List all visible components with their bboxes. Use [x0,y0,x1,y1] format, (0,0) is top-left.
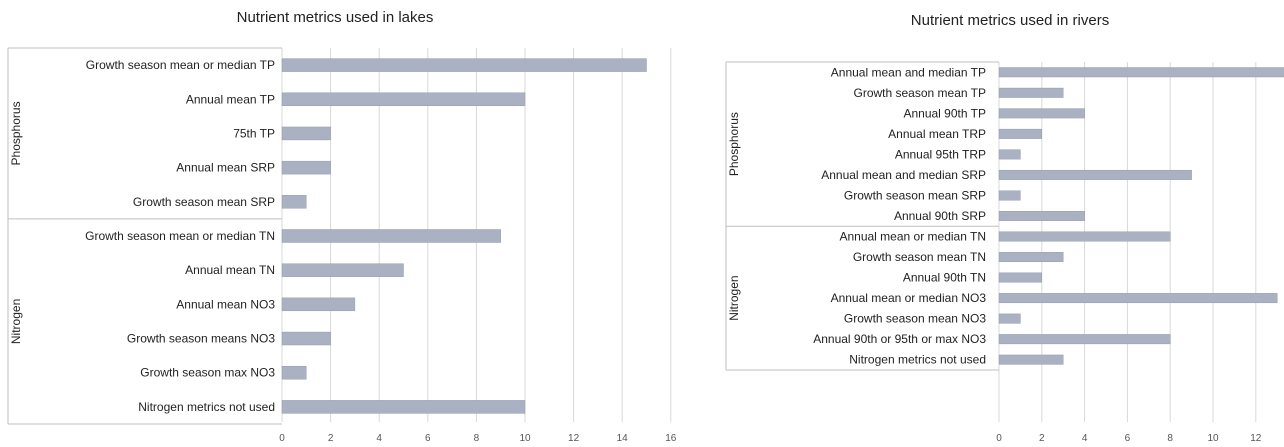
category-label: Growth season mean or median TP [86,58,275,72]
bar [281,160,331,175]
bar [281,229,501,243]
category-label: Annual mean or median TN [839,230,986,244]
x-tick-label: 8 [1167,433,1173,444]
group-label: Phosphorus [727,112,741,176]
bar [998,108,1085,119]
category-label: Nitrogen metrics not used [849,353,986,367]
category-label: Growth season max NO3 [140,366,275,380]
x-tick-label: 4 [1082,433,1088,444]
x-tick-label: 6 [425,433,431,444]
chart-title: Nutrient metrics used in lakes [237,9,434,26]
category-label: Annual 90th SRP [894,209,986,223]
x-tick-label: 14 [617,433,629,444]
x-tick-label: 16 [665,433,677,444]
bar [998,252,1064,262]
category-label: Annual 90th or 95th or max NO3 [813,332,986,346]
bar [998,334,1171,345]
bar [281,366,307,380]
x-tick-label: 0 [996,433,1002,444]
bar [281,126,331,141]
category-label: Annual 95th TRP [895,147,986,161]
category-label: Growth season means NO3 [127,332,275,346]
bar [281,195,307,209]
bar [998,149,1021,160]
group-label: Nitrogen [727,275,741,320]
x-tick-label: 6 [1125,433,1131,444]
category-label: Annual mean NO3 [176,297,275,311]
bar [281,263,404,277]
x-tick-label: 10 [1207,433,1219,444]
group-label: Nitrogen [9,299,23,344]
category-label: Growth season mean TN [853,250,986,264]
x-tick-label: 2 [328,433,334,444]
category-label: Growth season mean SRP [844,188,986,202]
x-tick-label: 2 [1039,433,1045,444]
x-tick-label: 12 [1250,433,1262,444]
bar [998,272,1042,283]
rivers-chart: Nutrient metrics used in rivers Annual m… [725,12,1284,444]
category-label: Annual 90th TP [903,106,986,120]
category-label: Growth season mean TP [853,86,986,100]
x-tick-label: 4 [376,433,382,444]
category-label: Annual mean or median NO3 [831,291,987,305]
category-label: Nitrogen metrics not used [138,400,275,414]
bar [281,92,526,106]
category-label: Growth season mean or median TN [85,229,275,243]
category-label: Annual mean TRP [888,127,986,141]
bar [281,331,331,346]
bar [998,313,1021,324]
x-tick-label: 10 [519,433,531,444]
category-label: 75th TP [233,126,275,140]
bar [998,169,1192,180]
bar [998,67,1284,78]
category-label: Annual mean TN [185,263,275,277]
category-label: Annual mean and median SRP [821,168,986,182]
bar [281,297,356,312]
x-tick-label: 12 [568,433,580,444]
bar [998,211,1085,221]
bar [281,58,647,72]
bar [998,87,1064,98]
category-label: Growth season mean SRP [133,195,275,209]
bar [998,190,1021,201]
lakes-chart: Nutrient metrics used in lakes Growth se… [7,9,677,444]
bar [998,293,1278,304]
bar [998,128,1042,139]
bar [998,231,1171,242]
category-label: Annual mean and median TP [831,65,986,79]
group-label: Phosphorus [9,101,23,165]
bar [998,354,1064,365]
chart-title: Nutrient metrics used in rivers [911,12,1109,29]
x-tick-label: 8 [474,433,480,444]
category-label: Annual mean TP [186,92,275,106]
category-label: Annual mean SRP [176,161,275,175]
x-tick-label: 0 [279,433,285,444]
category-label: Annual 90th TN [903,271,986,285]
bar [281,400,526,414]
category-label: Growth season mean NO3 [844,312,986,326]
